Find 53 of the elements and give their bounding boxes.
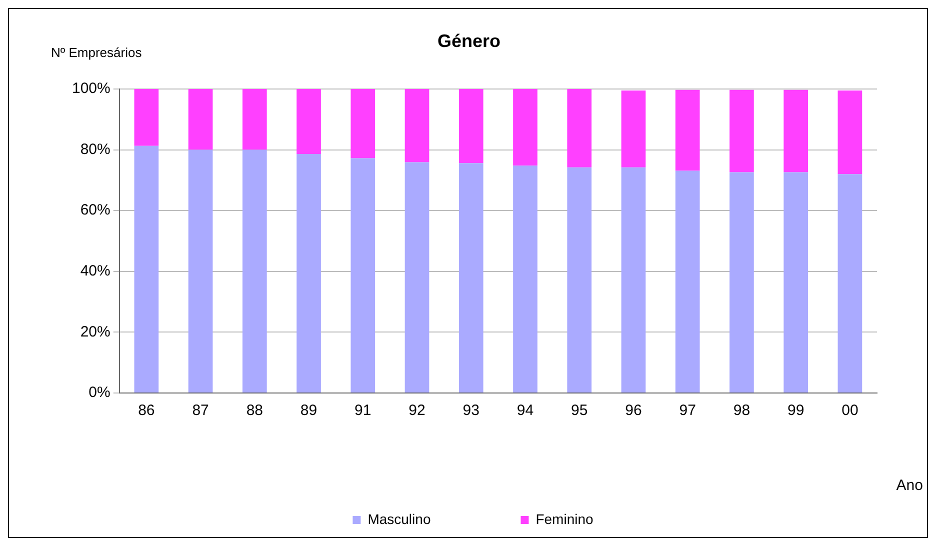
bar [296, 154, 321, 392]
x-tick-label: 87 [192, 402, 209, 420]
y-tick-label: 0% [88, 384, 110, 402]
bar [242, 89, 267, 150]
bar [188, 150, 213, 392]
y-tick-label: 100% [72, 80, 110, 98]
legend-label: Feminino [536, 510, 594, 527]
y-tick-label: 20% [80, 323, 110, 340]
bar [567, 167, 592, 392]
bar [675, 90, 700, 171]
bar [134, 89, 159, 146]
bar [838, 90, 862, 174]
bar [621, 167, 646, 392]
bar [296, 89, 321, 154]
bar [404, 89, 430, 162]
bar [242, 150, 267, 392]
x-tick-label: 92 [408, 402, 426, 420]
x-tick-label: 89 [300, 402, 318, 420]
bar [188, 89, 213, 150]
bar [675, 170, 700, 392]
bar [458, 163, 484, 392]
x-tick-label: 93 [462, 402, 480, 420]
x-tick-label: 91 [354, 402, 372, 420]
x-tick-label: 96 [625, 402, 642, 420]
bar [513, 89, 538, 166]
bar [730, 90, 754, 172]
x-tick-label: 98 [733, 402, 750, 420]
bar [404, 162, 430, 392]
y-tick-label: 60% [80, 202, 110, 219]
y-axis-title: Nº Empresários [51, 45, 142, 60]
x-tick-label: 99 [787, 402, 804, 420]
bar [784, 172, 808, 392]
legend-label: Masculino [368, 510, 431, 527]
bar [730, 172, 754, 392]
x-axis-title: Ano [896, 477, 923, 494]
x-tick-label: 97 [679, 402, 696, 420]
bar [784, 90, 808, 172]
x-tick-label: 86 [138, 402, 155, 420]
x-tick-label: 94 [516, 402, 534, 420]
bar [838, 174, 862, 392]
bar [567, 89, 592, 168]
bar [458, 89, 484, 164]
bar [134, 146, 159, 392]
x-tick-label: 00 [842, 402, 858, 420]
x-tick-label: 88 [246, 402, 263, 420]
y-tick-label: 40% [80, 262, 110, 280]
bar [350, 158, 376, 392]
chart-title: Género [437, 31, 501, 51]
bar [621, 90, 646, 168]
y-tick-label: 80% [80, 140, 110, 158]
bar [350, 89, 376, 158]
x-tick-label: 95 [571, 402, 588, 420]
bar [513, 166, 538, 392]
